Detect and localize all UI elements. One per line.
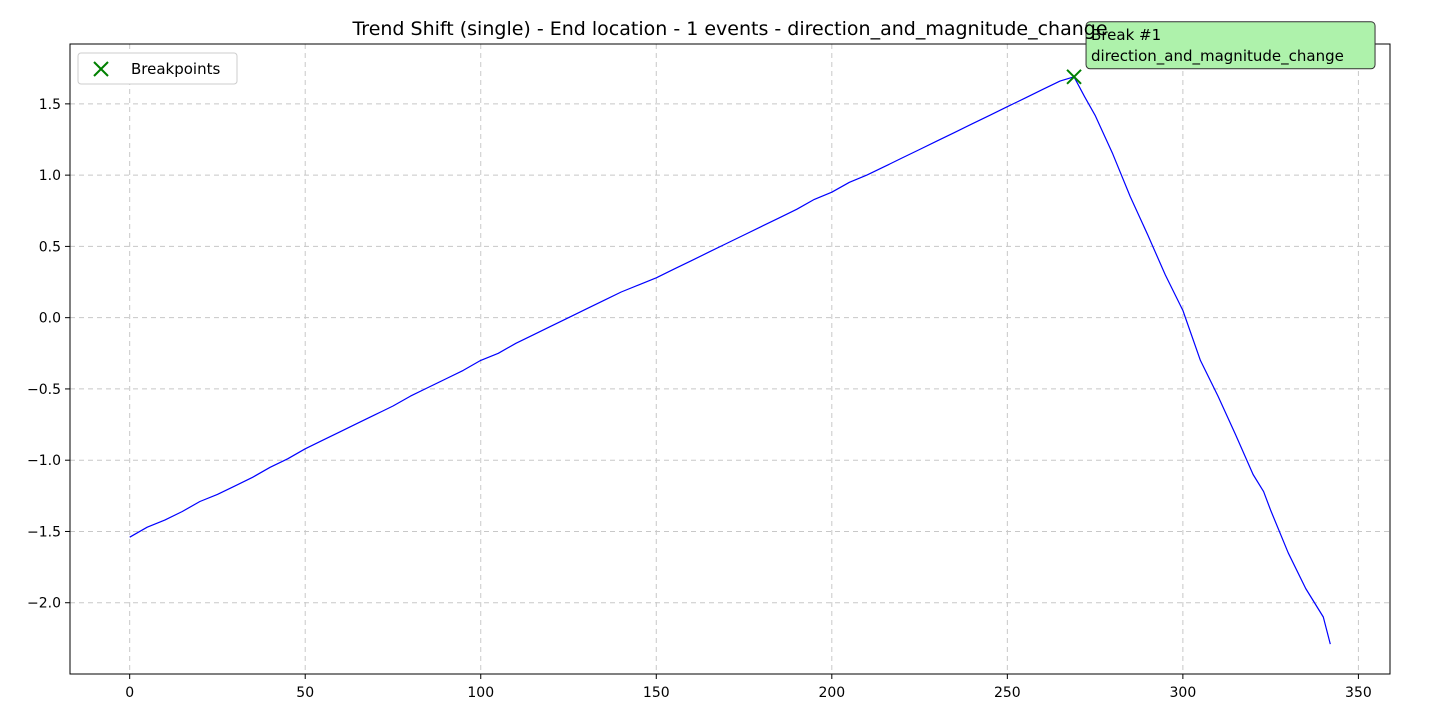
x-tick-label: 250 [994,685,1021,701]
x-tick-label: 100 [467,685,494,701]
series-layer [129,76,1331,645]
legend: Breakpoints [77,52,238,85]
y-tick-label: −1.5 [27,524,61,540]
x-tick-label: 200 [818,685,845,701]
plot-area-frame [69,43,1391,675]
y-tick-label: −2.0 [27,596,61,612]
y-tick-label: 0.5 [39,239,61,255]
y-tick-label: −1.0 [27,453,61,469]
annotation-line: direction_and_magnitude_change [1091,47,1344,66]
x-tick-label: 50 [296,685,314,701]
annotation-line: Break #1 [1091,26,1161,44]
legend-box [77,52,238,85]
annotation-box [1085,21,1376,70]
series-line [129,76,1331,645]
breakpoint-marker [1066,69,1082,85]
y-tick-label: −0.5 [27,382,61,398]
annotation-layer: Break #1 direction_and_magnitude_change [1085,21,1376,70]
breakpoints-layer [1066,69,1082,85]
y-tick-label: 1.5 [39,97,61,113]
breakpoint-annotation: Break #1 direction_and_magnitude_change [1085,21,1376,70]
grid [70,44,1390,674]
x-tick-label: 150 [643,685,670,701]
x-tick-label: 350 [1345,685,1372,701]
legend-label: Breakpoints [131,60,220,78]
x-tick-label: 300 [1170,685,1197,701]
chart-title: Trend Shift (single) - End location - 1 … [351,18,1107,40]
y-tick-label: 1.0 [39,168,61,184]
x-tick-label: 0 [125,685,134,701]
y-tick-label: 0.0 [39,311,61,327]
axis-ticks: 0 50 100 150 200 250 300 350 −2.0 −1.5 −1.0 −0.5 0.0… [27,97,1372,701]
breakpoint-marker-icon [93,61,109,77]
